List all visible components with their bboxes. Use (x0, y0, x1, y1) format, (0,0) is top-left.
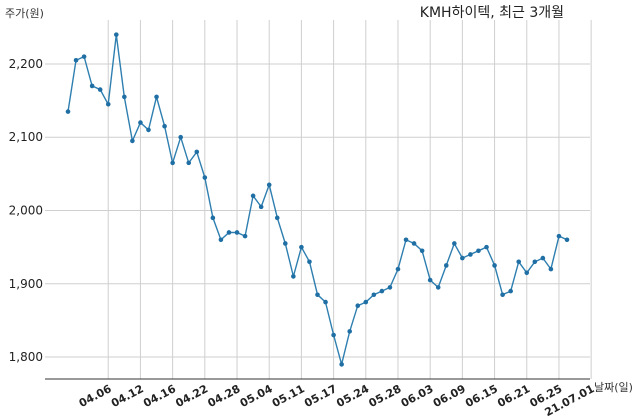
x-tick-label: 04.22 (173, 382, 210, 410)
data-point (162, 123, 167, 129)
data-point (283, 241, 288, 246)
chart-title: KMH하이텍, 최근 3개월 (420, 5, 564, 21)
data-point (226, 230, 232, 235)
data-point (218, 237, 224, 243)
grid (45, 20, 592, 379)
data-point (508, 288, 513, 294)
data-point (468, 252, 473, 257)
data-point (258, 204, 264, 210)
data-point (411, 241, 417, 246)
y-axis-label: 주가(원) (5, 7, 44, 20)
x-tick-label: 05.24 (334, 382, 371, 410)
data-point (89, 83, 95, 89)
data-point (516, 259, 522, 265)
data-point (178, 134, 183, 140)
data-point (524, 270, 530, 276)
axes: 1,800 1,900 2,000 2,100 2,200 04.0604.1204.16… (9, 57, 597, 419)
data-point (460, 255, 465, 261)
data-point (443, 263, 449, 268)
data-point (540, 255, 546, 261)
x-tick-label: 04.06 (77, 382, 114, 410)
y-tick-label: 2,100 (9, 130, 43, 144)
data-point (242, 233, 248, 239)
y-tick-label: 1,800 (9, 350, 43, 364)
data-point (564, 237, 570, 243)
data-point (347, 329, 352, 334)
data-point (105, 101, 111, 107)
data-point (476, 248, 481, 254)
data-point (403, 237, 409, 243)
data-point (73, 57, 79, 63)
y-tick-label: 2,200 (9, 57, 43, 71)
data-point (371, 292, 377, 298)
data-point (299, 244, 304, 250)
x-axis-label: 날짜(일) (594, 380, 633, 394)
data-point (146, 127, 151, 133)
data-point (194, 149, 200, 155)
data-point (379, 288, 385, 294)
data-point (210, 215, 216, 221)
data-point (266, 182, 272, 188)
data-point (492, 263, 497, 268)
data-point (556, 233, 562, 239)
data-point (234, 230, 240, 235)
data-point (113, 32, 119, 37)
data-point (130, 138, 135, 144)
data-point (97, 87, 103, 92)
y-tick-label: 2,000 (9, 203, 43, 217)
data-point (548, 266, 554, 272)
data-point (331, 332, 336, 338)
data-point (484, 244, 489, 250)
data-point (532, 259, 538, 265)
data-point (427, 277, 433, 283)
data-point (435, 285, 441, 290)
price-series-line (67, 34, 568, 368)
x-tick-label: 06.15 (463, 382, 500, 410)
data-point (452, 241, 457, 246)
x-tick-label: 04.16 (141, 382, 178, 410)
x-tick-label: 05.04 (238, 382, 275, 410)
data-point (186, 160, 192, 166)
data-point (154, 94, 159, 100)
data-point (315, 292, 320, 298)
data-point (81, 54, 87, 59)
data-point (170, 160, 175, 166)
data-point (395, 266, 401, 272)
x-tick-label: 06.21 (495, 382, 532, 410)
data-point (363, 299, 369, 305)
data-point (307, 259, 312, 265)
x-tick-label: 06.03 (399, 382, 436, 410)
data-point (291, 274, 296, 279)
data-point (419, 248, 425, 254)
data-point (500, 292, 505, 298)
x-tick-label: 05.11 (270, 382, 307, 410)
x-tick-label: 04.12 (109, 382, 146, 410)
data-point (65, 109, 71, 114)
x-tick-label: 06.09 (431, 382, 468, 410)
y-tick-label: 1,900 (9, 277, 43, 291)
data-point (122, 94, 127, 100)
data-point (250, 193, 256, 199)
data-point (387, 285, 393, 290)
data-point (355, 303, 361, 309)
series (65, 32, 570, 368)
data-point (323, 299, 328, 305)
data-point (274, 215, 280, 221)
data-point (138, 120, 143, 125)
x-tick-label: 05.17 (302, 382, 339, 410)
data-point (202, 175, 208, 180)
data-point (339, 362, 344, 367)
x-tick-label: 04.28 (206, 382, 243, 410)
x-tick-label: 05.28 (367, 382, 404, 410)
